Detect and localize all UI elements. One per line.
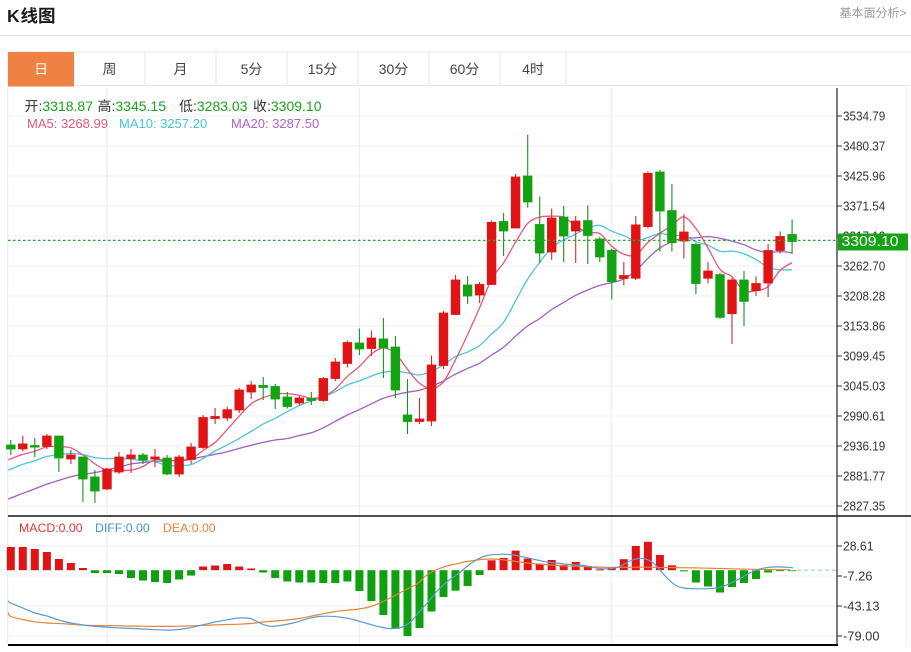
svg-text:3153.86: 3153.86 — [843, 319, 885, 334]
svg-text::: : — [267, 98, 271, 114]
svg-text:MA20: 3287.50: MA20: 3287.50 — [231, 116, 319, 131]
svg-text:3283.03: 3283.03 — [197, 98, 248, 114]
svg-text:DEA:0.00: DEA:0.00 — [163, 521, 216, 535]
svg-text:-79.00: -79.00 — [843, 629, 880, 644]
svg-text:3309.10: 3309.10 — [271, 98, 322, 114]
svg-text:3099.45: 3099.45 — [843, 349, 885, 364]
svg-text:DIFF:0.00: DIFF:0.00 — [95, 521, 150, 535]
svg-text:30: 30 — [379, 61, 395, 77]
svg-text:3318.87: 3318.87 — [42, 98, 93, 114]
svg-text:2936.19: 2936.19 — [843, 439, 885, 454]
svg-text:3425.96: 3425.96 — [843, 169, 885, 184]
svg-text:2827.35: 2827.35 — [843, 499, 885, 514]
svg-text:4: 4 — [522, 61, 530, 77]
svg-text:MA10: 3257.20: MA10: 3257.20 — [119, 116, 207, 131]
svg-text:MA5: 3268.99: MA5: 3268.99 — [27, 116, 108, 131]
svg-text:60: 60 — [450, 61, 466, 77]
svg-text::: : — [39, 98, 43, 114]
svg-text:5: 5 — [241, 61, 249, 77]
svg-text:3208.28: 3208.28 — [843, 289, 885, 304]
svg-text:15: 15 — [308, 61, 324, 77]
svg-text:K: K — [7, 6, 20, 26]
svg-text:MACD:0.00: MACD:0.00 — [19, 521, 83, 535]
svg-text:3345.15: 3345.15 — [115, 98, 166, 114]
svg-text:2990.61: 2990.61 — [843, 409, 885, 424]
svg-text:3045.03: 3045.03 — [843, 379, 885, 394]
svg-text:28.61: 28.61 — [843, 539, 874, 554]
svg-text:2881.77: 2881.77 — [843, 469, 885, 484]
svg-text:3534.79: 3534.79 — [843, 109, 885, 124]
svg-text::: : — [193, 98, 197, 114]
svg-text::: : — [112, 98, 116, 114]
svg-text:-43.13: -43.13 — [843, 599, 880, 614]
svg-text:3262.70: 3262.70 — [843, 259, 885, 274]
svg-text:3480.37: 3480.37 — [843, 139, 885, 154]
svg-text:-7.26: -7.26 — [843, 569, 873, 584]
svg-text:3309.10: 3309.10 — [842, 234, 899, 250]
svg-text:3371.54: 3371.54 — [843, 199, 885, 214]
svg-text:>: > — [900, 6, 907, 20]
